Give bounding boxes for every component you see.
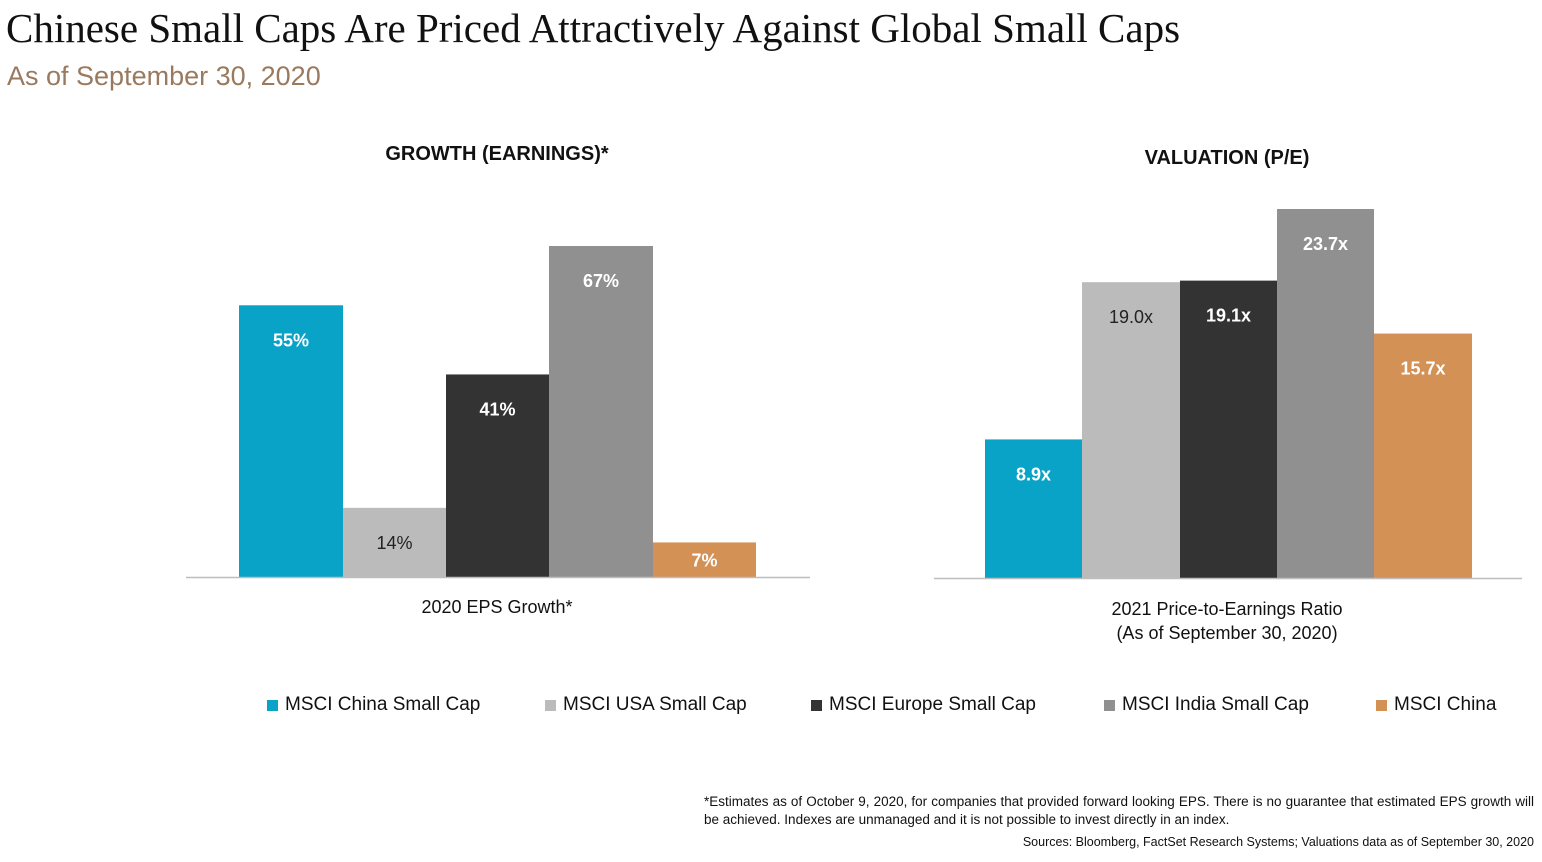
legend-item-msci-china: MSCI China [1376,689,1496,721]
page-title: Chinese Small Caps Are Priced Attractive… [6,5,1181,51]
legend-item-msci-usa-small-cap: MSCI USA Small Cap [545,689,747,721]
growth-x-axis-label-1: 2020 EPS Growth* [421,597,572,617]
growth-bar-2 [343,507,446,577]
legend-swatch-msci-europe-small-cap [811,699,822,711]
page-subtitle: As of September 30, 2020 [7,61,321,91]
legend-label-msci-china: MSCI China [1394,694,1497,715]
valuation-chart-title: VALUATION (P/E) [1145,147,1310,169]
growth-chart-title: GROWTH (EARNINGS)* [385,143,609,165]
growth-bar-3 [446,374,549,577]
valuation-x-axis-label-2: (As of September 30, 2020) [1116,623,1337,643]
growth-data-label-2: 14% [376,533,412,553]
growth-data-label-3: 41% [479,399,515,419]
legend: MSCI China Small Cap MSCI USA Small Cap … [0,689,1542,721]
growth-bar-4 [549,246,653,577]
legend-swatch-msci-india-small-cap [1104,699,1115,711]
legend-label-msci-india-small-cap: MSCI India Small Cap [1122,694,1309,715]
legend-swatch-msci-usa-small-cap [545,699,556,711]
legend-label-msci-china-small-cap: MSCI China Small Cap [285,694,481,715]
growth-data-label-5: 7% [691,551,717,571]
valuation-data-label-1: 8.9x [1016,464,1051,484]
valuation-bar-4 [1277,209,1374,578]
valuation-data-label-2: 19.0x [1109,307,1153,327]
growth-data-label-1: 55% [273,330,309,350]
growth-bar-1 [239,305,343,577]
legend-swatch-msci-china-small-cap [267,699,278,711]
legend-swatch-msci-china [1376,699,1387,711]
legend-label-msci-usa-small-cap: MSCI USA Small Cap [563,694,747,715]
sources-note: Sources: Bloomberg, FactSet Research Sys… [1022,835,1534,849]
legend-item-msci-china-small-cap: MSCI China Small Cap [267,689,480,721]
growth-bar-5 [653,542,756,577]
valuation-data-label-5: 15.7x [1400,359,1445,379]
valuation-bar-5 [1374,333,1472,578]
footnote: *Estimates as of October 9, 2020, for co… [704,794,1534,827]
valuation-data-label-3: 19.1x [1206,306,1251,326]
growth-data-label-4: 67% [583,271,619,291]
valuation-bar-2 [1082,282,1180,578]
legend-item-msci-europe-small-cap: MSCI Europe Small Cap [811,689,1036,721]
legend-label-msci-europe-small-cap: MSCI Europe Small Cap [829,694,1036,715]
valuation-bar-3 [1180,280,1277,578]
valuation-bar-1 [985,439,1082,578]
legend-item-msci-india-small-cap: MSCI India Small Cap [1104,689,1309,721]
valuation-data-label-4: 23.7x [1303,234,1348,254]
valuation-x-axis-label-1: 2021 Price-to-Earnings Ratio [1111,599,1342,619]
